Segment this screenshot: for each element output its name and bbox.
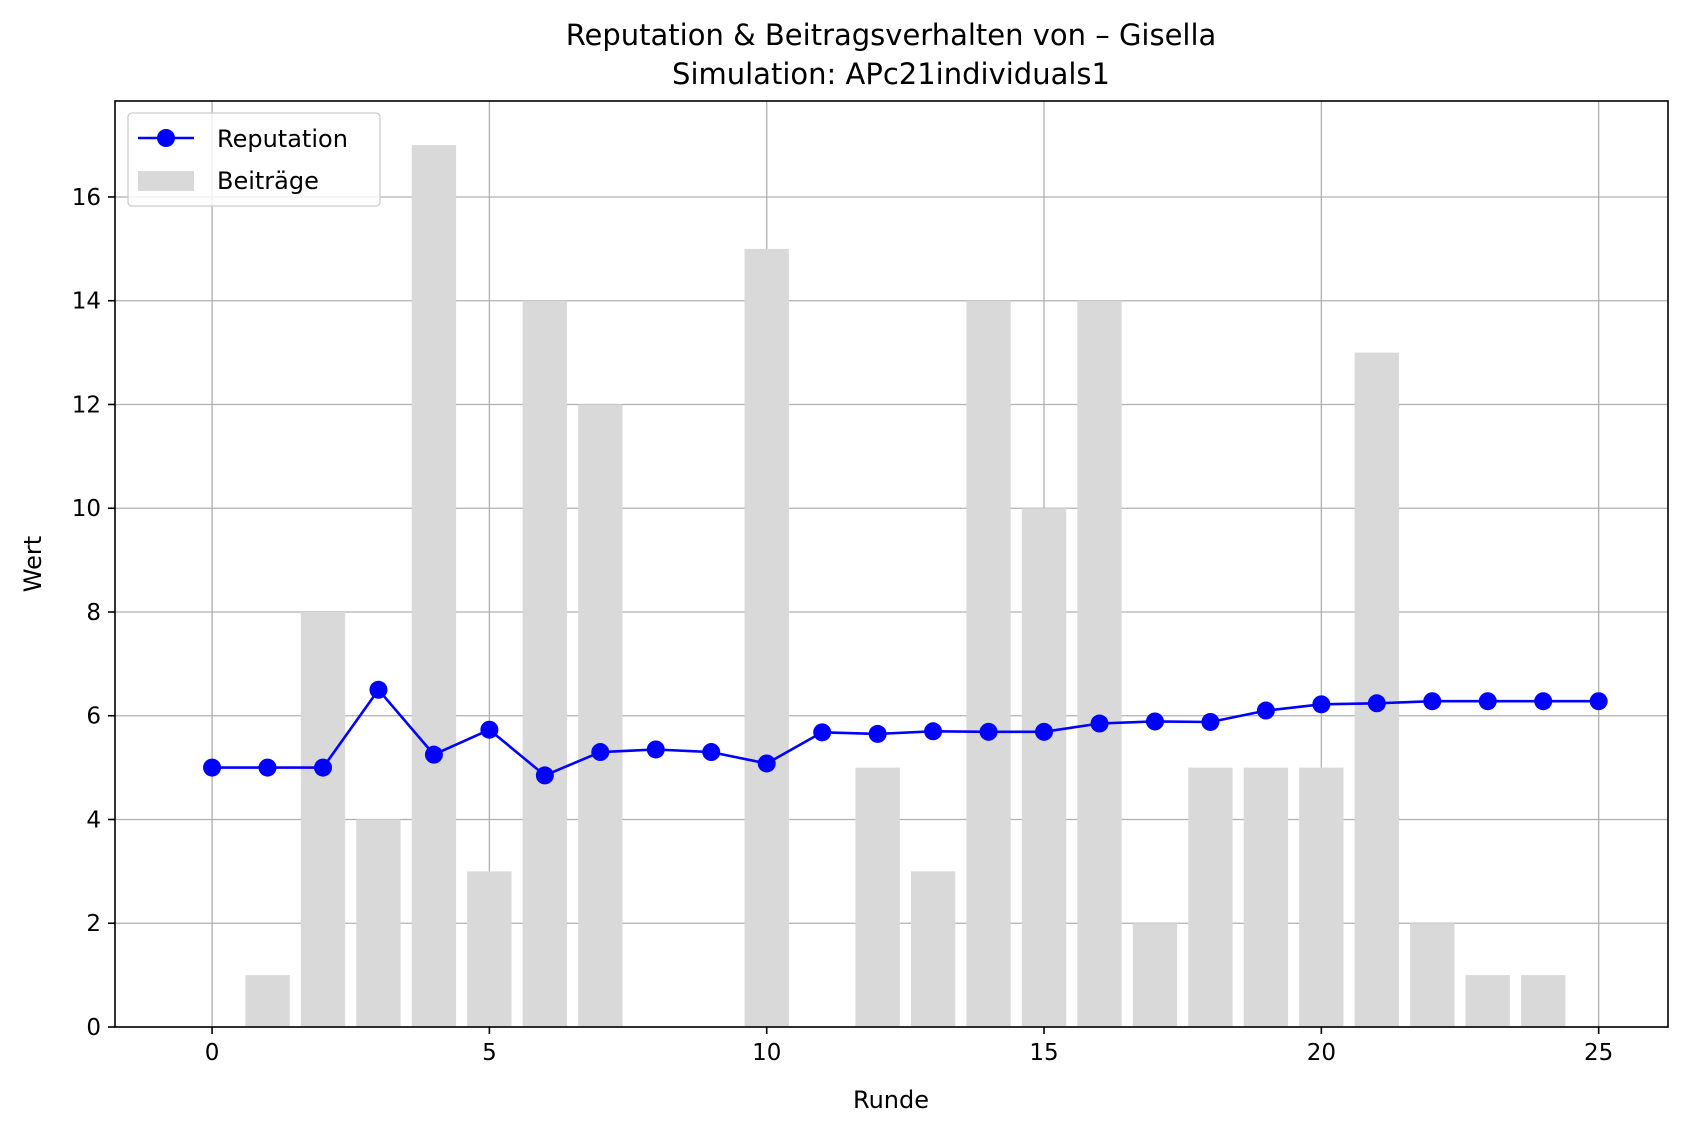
line-series-reputation bbox=[203, 680, 1608, 785]
reputation-point-3 bbox=[369, 680, 388, 699]
y-axis-label: Wert bbox=[19, 536, 47, 592]
bar-beitraege-21 bbox=[1354, 352, 1399, 1027]
bar-beitraege-24 bbox=[1521, 975, 1566, 1027]
reputation-point-22 bbox=[1423, 692, 1442, 711]
y-tick-label-4: 4 bbox=[86, 807, 101, 833]
reputation-point-0 bbox=[203, 758, 222, 777]
reputation-point-8 bbox=[646, 740, 665, 759]
reputation-point-11 bbox=[813, 723, 832, 742]
reputation-point-9 bbox=[702, 743, 721, 762]
x-tick-label-20: 20 bbox=[1307, 1040, 1336, 1066]
bar-beitraege-14 bbox=[966, 300, 1011, 1028]
reputation-line bbox=[212, 688, 1599, 777]
reputation-point-2 bbox=[313, 758, 332, 777]
grid bbox=[115, 101, 1668, 1028]
x-tick-label-0: 0 bbox=[205, 1040, 220, 1066]
bar-beitraege-18 bbox=[1188, 767, 1233, 1027]
y-tick-label-10: 10 bbox=[72, 496, 101, 522]
bar-beitraege-13 bbox=[910, 871, 956, 1027]
reputation-point-16 bbox=[1090, 714, 1109, 733]
bar-beitraege-22 bbox=[1410, 923, 1455, 1027]
x-tick-label-25: 25 bbox=[1584, 1040, 1613, 1066]
bar-beitraege-19 bbox=[1243, 767, 1289, 1027]
y-tick-label-8: 8 bbox=[86, 600, 101, 626]
reputation-point-18 bbox=[1201, 712, 1220, 731]
bar-beitraege-5 bbox=[467, 871, 512, 1027]
legend-reputation-marker bbox=[157, 129, 175, 147]
chart-title: Reputation & Beitragsverhalten von – Gis… bbox=[566, 18, 1217, 52]
reputation-point-25 bbox=[1589, 692, 1608, 711]
reputation-point-10 bbox=[757, 754, 776, 773]
y-tick-label-12: 12 bbox=[72, 392, 101, 418]
legend: Reputation Beiträge bbox=[127, 112, 381, 207]
bar-beitraege-23 bbox=[1465, 975, 1510, 1027]
x-tick-label-5: 5 bbox=[482, 1040, 497, 1066]
bar-beitraege-15 bbox=[1021, 508, 1067, 1027]
x-tick-label-15: 15 bbox=[1029, 1040, 1058, 1066]
bar-beitraege-10 bbox=[744, 248, 789, 1027]
reputation-point-17 bbox=[1145, 712, 1164, 731]
bar-beitraege-12 bbox=[855, 767, 900, 1027]
reputation-point-19 bbox=[1256, 701, 1275, 720]
chart-subtitle: Simulation: APc21individuals1 bbox=[672, 57, 1110, 91]
legend-reputation-label: Reputation bbox=[217, 125, 348, 153]
y-tick-label-14: 14 bbox=[72, 289, 101, 315]
bar-beitraege-3 bbox=[356, 819, 401, 1027]
reputation-point-23 bbox=[1478, 692, 1497, 711]
reputation-point-1 bbox=[258, 758, 277, 777]
reputation-point-6 bbox=[535, 766, 554, 785]
y-tick-label-0: 0 bbox=[86, 1015, 101, 1041]
x-tick-label-10: 10 bbox=[752, 1040, 781, 1066]
y-tick-label-16: 16 bbox=[72, 185, 101, 211]
reputation-point-4 bbox=[424, 745, 443, 764]
reputation-point-14 bbox=[979, 722, 998, 741]
bar-beitraege-7 bbox=[578, 404, 623, 1027]
legend-beitraege-swatch bbox=[138, 171, 194, 191]
bar-beitraege-17 bbox=[1132, 923, 1178, 1027]
bars-series-beitraege bbox=[245, 145, 1566, 1028]
reputation-point-24 bbox=[1534, 692, 1553, 711]
y-tick-label-6: 6 bbox=[86, 704, 101, 730]
reputation-point-20 bbox=[1312, 695, 1331, 714]
bar-beitraege-20 bbox=[1299, 767, 1344, 1027]
bar-beitraege-1 bbox=[245, 975, 290, 1027]
bar-beitraege-2 bbox=[300, 611, 346, 1027]
reputation-point-5 bbox=[480, 720, 499, 739]
reputation-point-15 bbox=[1035, 722, 1054, 741]
bar-beitraege-16 bbox=[1077, 300, 1122, 1028]
bar-beitraege-4 bbox=[411, 145, 457, 1028]
x-axis-label: Runde bbox=[853, 1086, 929, 1114]
reputation-point-12 bbox=[868, 724, 887, 743]
y-tick-label-2: 2 bbox=[86, 911, 101, 937]
plot-frame bbox=[114, 100, 1669, 1028]
axis-ticks: 0 5 10 15 20 25 0 2 4 6 8 10 12 14 16 bbox=[72, 185, 1614, 1066]
bar-beitraege-6 bbox=[522, 300, 568, 1028]
legend-beitraege-label: Beiträge bbox=[217, 167, 319, 195]
reputation-point-21 bbox=[1367, 694, 1386, 713]
reputation-point-13 bbox=[924, 722, 943, 741]
reputation-point-7 bbox=[591, 743, 610, 762]
